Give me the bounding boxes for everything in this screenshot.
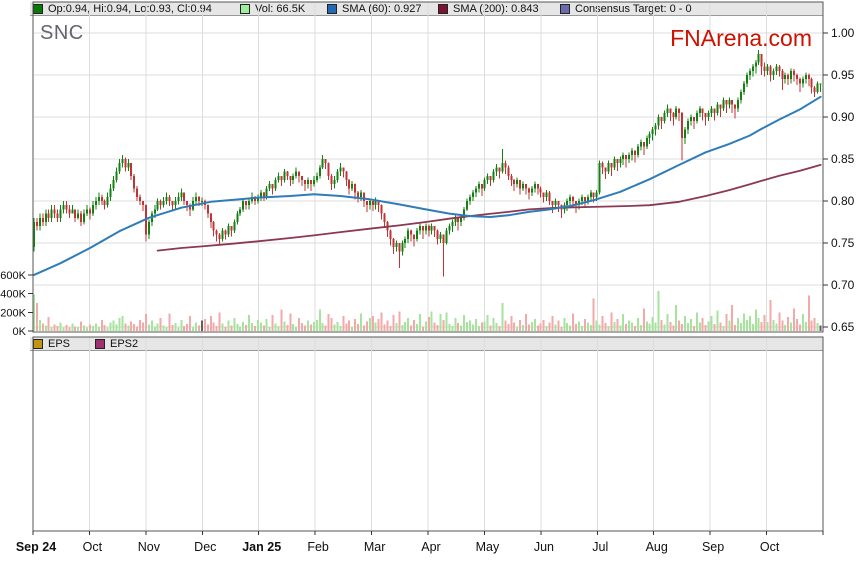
sma200-line bbox=[156, 164, 822, 252]
price-legend-label: SMA (200): 0.843 bbox=[453, 3, 539, 15]
month-tick-label: Apr bbox=[421, 540, 440, 554]
price-tick-label: 1.00 bbox=[831, 26, 855, 40]
month-tick-label: Oct bbox=[760, 540, 780, 554]
eps-legend-swatch bbox=[33, 339, 43, 349]
month-tick-label: May bbox=[476, 540, 500, 554]
axis-labels: 1.00 0.95 0.90 0.85 0.80 0.75 0.70 0.65 600K 400K… bbox=[0, 26, 854, 554]
month-tick-label: Aug bbox=[646, 540, 668, 554]
price-legend-label: SMA (60): 0.927 bbox=[342, 3, 422, 15]
price-legend-item: SMA (200): 0.843 bbox=[438, 3, 539, 15]
month-tick-label: Jan 25 bbox=[242, 540, 281, 554]
ticker-symbol: SNC bbox=[40, 22, 84, 44]
price-legend-item: SMA (60): 0.927 bbox=[327, 3, 422, 15]
month-tick-label: Jun bbox=[534, 540, 554, 554]
price-tick-label: 0.95 bbox=[831, 68, 855, 82]
volume-tick-label: 200K bbox=[0, 307, 26, 319]
volume-bars bbox=[33, 290, 822, 331]
gridlines bbox=[34, 3, 822, 530]
month-tick-label: Oct bbox=[83, 540, 103, 554]
price-legend-bar: Op:0.94, Hi:0.94, Lo:0.93, Cl:0.94 Vol: 6… bbox=[30, 2, 823, 16]
eps-legend-item: EPS2 bbox=[95, 338, 138, 350]
month-tick-label: Mar bbox=[364, 540, 386, 554]
eps-legend-label: EPS bbox=[48, 338, 71, 350]
eps-legend-label: EPS2 bbox=[110, 338, 139, 350]
price-tick-label: 0.70 bbox=[831, 278, 855, 292]
price-tick-label: 0.65 bbox=[831, 320, 855, 334]
eps-legend-bar: EPS EPS2 bbox=[30, 337, 823, 351]
price-legend-swatch bbox=[240, 4, 250, 14]
price-legend-swatch bbox=[560, 4, 570, 14]
volume-tick-label: 400K bbox=[0, 289, 26, 301]
eps-legend-item: EPS bbox=[33, 338, 70, 350]
sma60-line bbox=[33, 95, 822, 276]
price-tick-label: 0.80 bbox=[831, 194, 855, 208]
month-tick-label: Nov bbox=[138, 540, 161, 554]
volume-tick-label: 600K bbox=[0, 270, 26, 282]
month-tick-label: Sep bbox=[702, 540, 724, 554]
price-legend-swatch bbox=[438, 4, 448, 14]
fnarena-watermark: FNArena.com bbox=[670, 25, 812, 51]
volume-tick-label: 0K bbox=[13, 326, 27, 338]
candlesticks bbox=[33, 49, 822, 277]
price-legend-item: Vol: 66.5K bbox=[240, 3, 305, 15]
month-tick-label: Feb bbox=[307, 540, 329, 554]
month-tick-label: Jul bbox=[592, 540, 608, 554]
panel-borders bbox=[32, 1, 824, 532]
price-legend-swatch bbox=[327, 4, 337, 14]
month-tick-label: Dec bbox=[194, 540, 216, 554]
month-tick-label: Sep 24 bbox=[16, 540, 56, 554]
axis-ticks bbox=[28, 32, 828, 535]
price-legend-label: Consensus Target: 0 - 0 bbox=[575, 3, 692, 15]
price-legend-item: Op:0.94, Hi:0.94, Lo:0.93, Cl:0.94 bbox=[33, 3, 212, 15]
eps-legend-swatch bbox=[95, 339, 105, 349]
price-legend-swatch bbox=[33, 4, 43, 14]
price-tick-label: 0.75 bbox=[831, 236, 855, 250]
price-legend-label: Vol: 66.5K bbox=[255, 3, 306, 15]
price-tick-label: 0.85 bbox=[831, 152, 855, 166]
price-legend-item: Consensus Target: 0 - 0 bbox=[560, 3, 692, 15]
price-legend-label: Op:0.94, Hi:0.94, Lo:0.93, Cl:0.94 bbox=[48, 3, 212, 15]
price-tick-label: 0.90 bbox=[831, 110, 855, 124]
